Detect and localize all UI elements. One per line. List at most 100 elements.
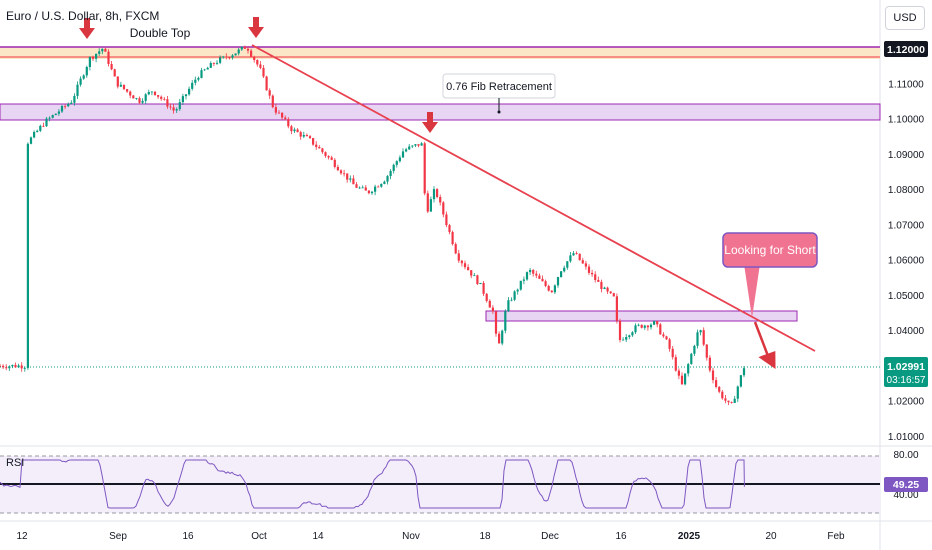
candle-body — [0, 365, 2, 367]
candle-body — [408, 146, 411, 150]
downtrend-line[interactable] — [251, 44, 816, 352]
candle-body — [178, 102, 181, 110]
price-tick-label: 1.02000 — [888, 397, 925, 408]
candle-body — [736, 386, 739, 399]
candle-body — [522, 279, 525, 281]
candle-body — [572, 253, 575, 256]
candle-body — [271, 95, 274, 108]
candle-body — [250, 50, 253, 57]
candle-body — [398, 157, 401, 162]
fib-callout-text: 0.76 Fib Retracement — [446, 81, 552, 93]
candle-body — [560, 271, 563, 278]
candle-body — [352, 178, 355, 185]
candle-body — [668, 339, 671, 349]
candle-body — [116, 76, 119, 87]
candle-body — [724, 398, 727, 401]
candle-body — [147, 91, 150, 95]
candle-body — [646, 325, 649, 328]
candle-body — [718, 386, 721, 392]
short-arrow-icon — [758, 350, 776, 369]
candle-body — [556, 277, 560, 286]
candle-body — [277, 112, 281, 114]
candle-body — [420, 143, 423, 146]
rsi-label: RSI — [6, 457, 25, 469]
candle-body — [305, 134, 308, 137]
candle-body — [82, 75, 85, 79]
candle-body — [169, 106, 172, 108]
candle-body — [293, 129, 296, 132]
candle-body — [318, 146, 321, 149]
time-tick-label: Sep — [109, 531, 127, 542]
time-tick-label: Dec — [541, 531, 559, 542]
candle-body — [14, 364, 17, 368]
candle-body — [33, 132, 36, 138]
candle-body — [188, 88, 191, 95]
candle-body — [57, 111, 60, 114]
candle-body — [684, 373, 687, 385]
candle-body — [544, 281, 547, 286]
candle-body — [36, 130, 39, 133]
candle-body — [529, 269, 532, 273]
candle-body — [101, 48, 104, 52]
candle-body — [219, 57, 222, 63]
double-top-label: Double Top — [130, 26, 191, 40]
candle-body — [91, 57, 95, 59]
candle-body — [45, 118, 48, 127]
fib-callout[interactable]: 0.76 Fib Retracement — [442, 73, 556, 114]
candle-body — [88, 57, 91, 67]
candle-body — [510, 299, 513, 301]
candle-body — [361, 187, 364, 189]
candle-body — [584, 263, 587, 267]
candle-body — [160, 96, 163, 99]
time-tick-label: 20 — [765, 531, 777, 542]
candle-body — [8, 366, 11, 369]
time-axis[interactable]: 12 Sep 16 Oct 14 Nov 18 Dec 16 2025 20 Feb — [16, 531, 845, 542]
candle-body — [687, 364, 690, 374]
candle-body — [76, 84, 79, 96]
candle-body — [166, 99, 169, 107]
candle-body — [172, 107, 175, 111]
candle-body — [451, 232, 454, 245]
candle-body — [535, 273, 538, 276]
candle-body — [85, 66, 88, 76]
candle-body — [711, 370, 715, 381]
rsi-upper-tick: 80.00 — [893, 450, 918, 461]
candle-body — [144, 94, 147, 101]
candle-body — [727, 400, 730, 403]
candle-body — [662, 334, 665, 337]
price-axis[interactable]: 1.11000 1.10000 1.09000 1.08000 1.07000 1.060… — [888, 79, 925, 443]
candle-body — [463, 263, 467, 268]
arrow-down-icon — [248, 17, 264, 38]
candle-body — [253, 56, 256, 61]
candle-body — [79, 78, 82, 85]
currency-button[interactable]: USD — [885, 6, 925, 30]
candle-body — [175, 109, 178, 111]
candle-body — [262, 67, 265, 77]
candle-body — [581, 260, 584, 264]
candle-body — [485, 293, 488, 301]
short-callout[interactable]: Looking for Short — [722, 232, 818, 318]
candle-body — [640, 324, 643, 328]
candle-body — [153, 91, 157, 96]
candle-body — [225, 56, 228, 58]
candle-body — [494, 311, 498, 334]
candle-body — [680, 375, 684, 385]
candle-body — [355, 184, 358, 188]
candle-body — [346, 173, 349, 180]
candle-body — [395, 161, 398, 165]
candle-body — [696, 332, 699, 346]
candle-body — [488, 300, 491, 308]
candle-body — [597, 279, 600, 282]
candle-body — [200, 70, 203, 78]
candle-body — [659, 324, 662, 335]
candle-body — [603, 287, 606, 289]
time-tick-label: 12 — [16, 531, 28, 542]
candle-body — [132, 95, 135, 99]
candle-body — [73, 95, 76, 103]
arrow-down-icon — [422, 112, 438, 133]
candle-body — [566, 261, 569, 268]
candle-body — [374, 186, 377, 192]
candle-body — [674, 357, 677, 371]
rsi-lower-tick: 40.00 — [893, 490, 918, 501]
